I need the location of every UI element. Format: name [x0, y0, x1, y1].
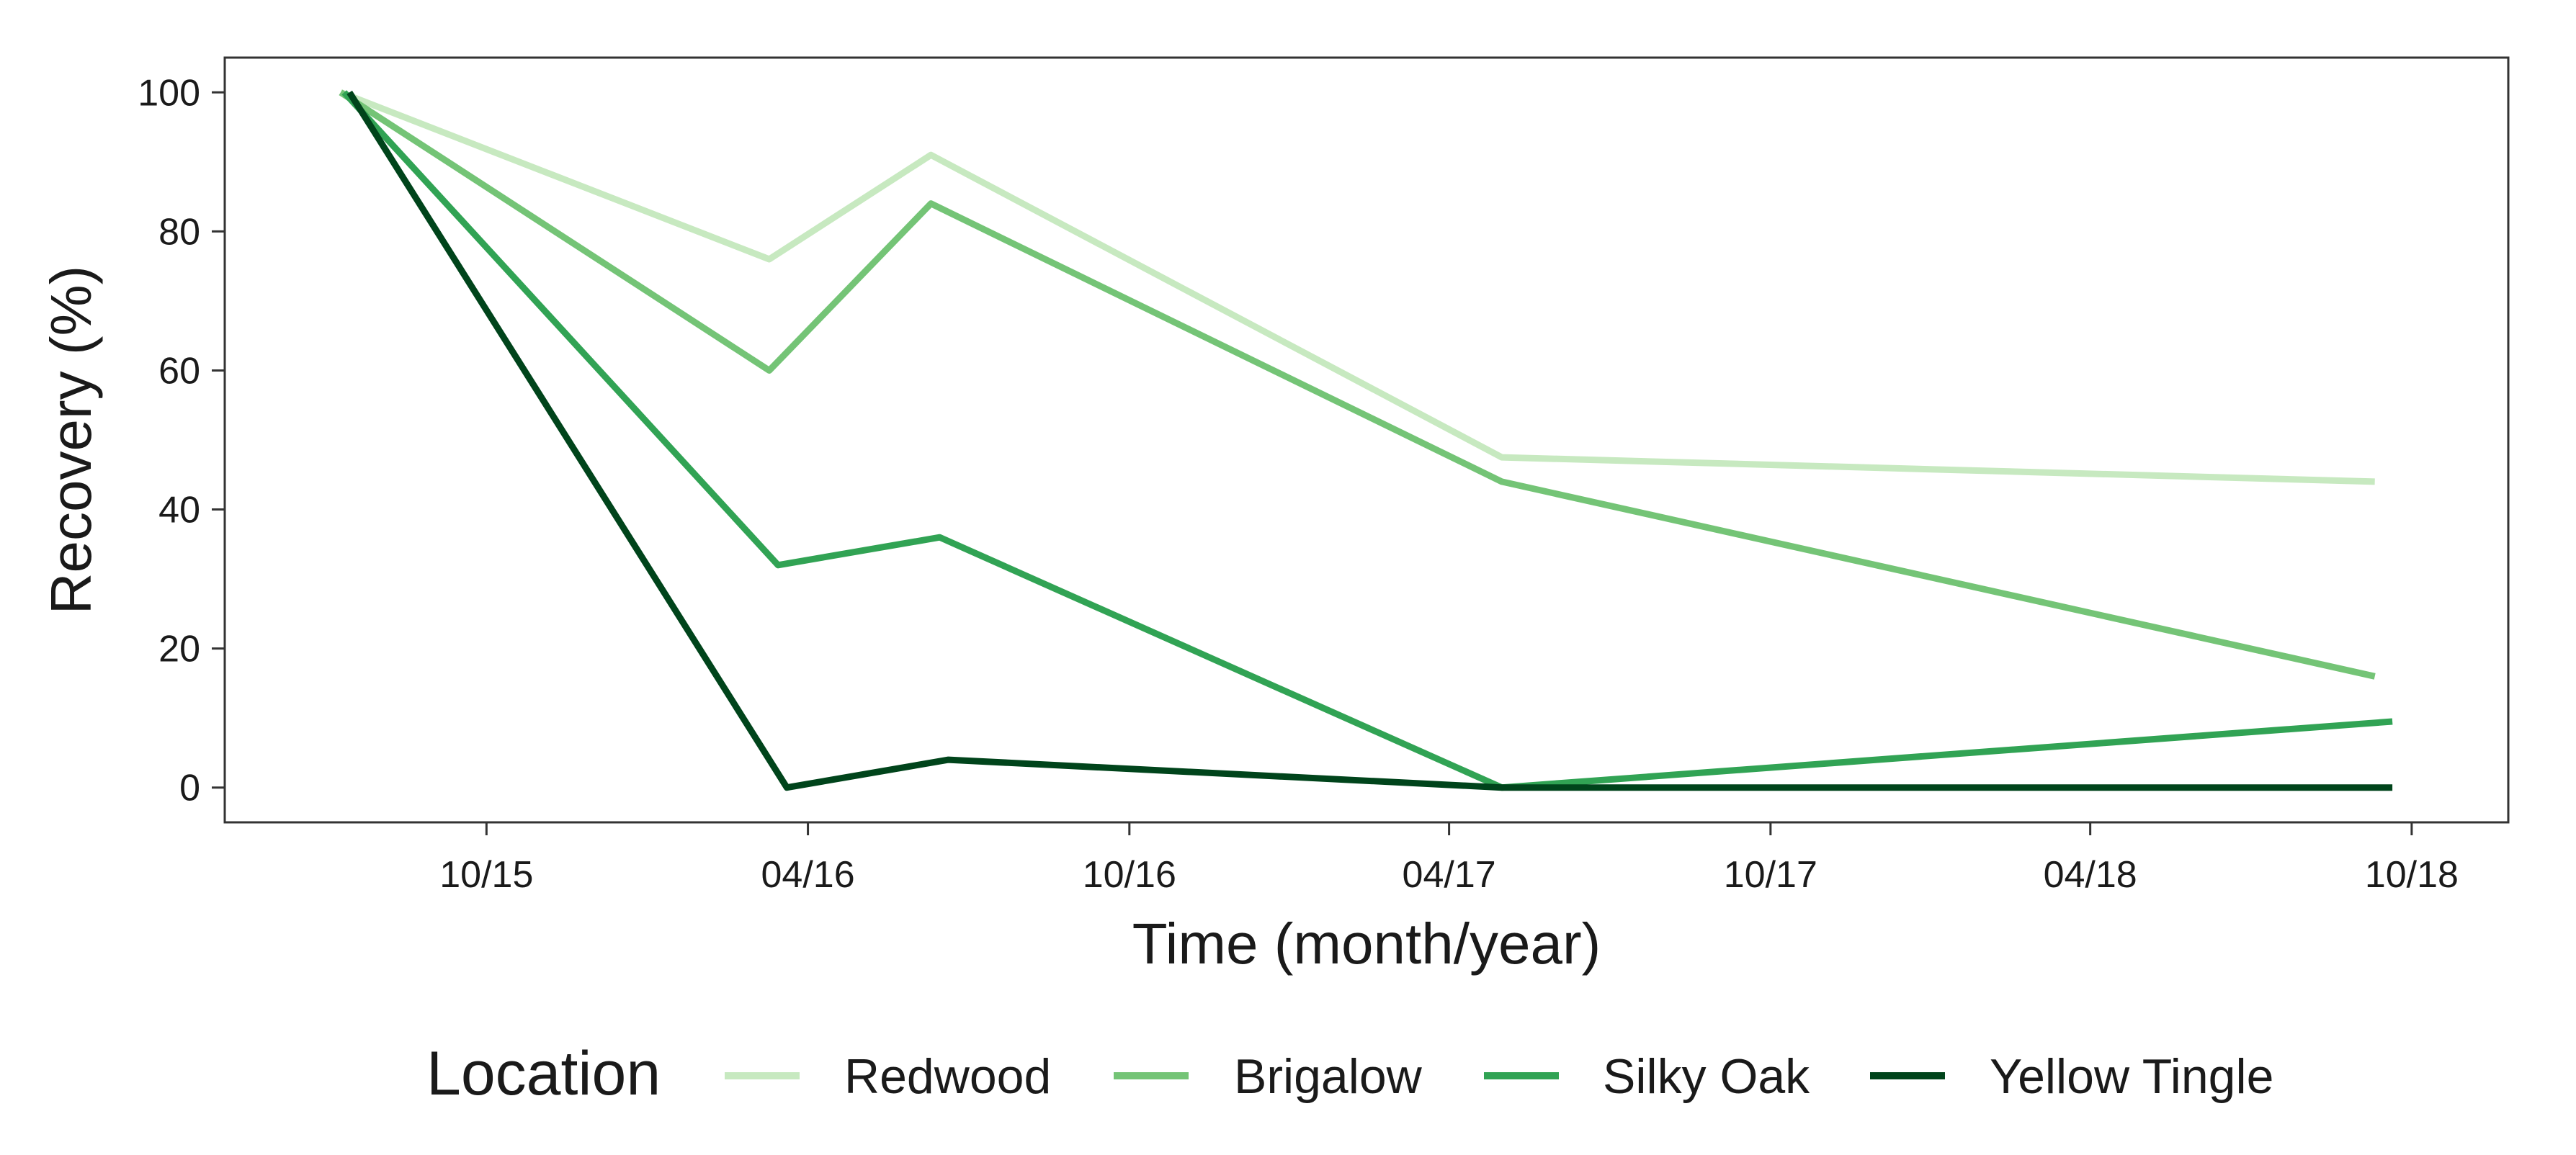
- series-line-brigalow: [339, 89, 2376, 680]
- y-tick-label: 100: [138, 72, 200, 114]
- plot-frame: [223, 56, 2510, 824]
- x-tick-label: 10/16: [1083, 854, 1176, 896]
- x-axis: 10/15 04/16 10/16 04/17 10/17 04/18 10/18: [439, 822, 2459, 896]
- y-tick-label: 80: [158, 211, 200, 253]
- x-tick-label: 10/18: [2365, 854, 2459, 896]
- legend-label-brigalow: Brigalow: [1234, 1049, 1423, 1104]
- series-layer: [339, 89, 2393, 791]
- y-tick-label: 20: [158, 629, 200, 670]
- series-line-redwood: [339, 89, 2375, 485]
- series-line-yellow-tingle: [346, 90, 2393, 791]
- series-line-silky-oak: [341, 90, 2393, 791]
- legend-label-silky-oak: Silky Oak: [1603, 1049, 1810, 1104]
- legend: Location Redwood Brigalow Silky Oak Yellow …: [426, 1039, 2273, 1108]
- legend-title: Location: [426, 1039, 661, 1108]
- x-tick-label: 10/15: [439, 854, 533, 896]
- legend-label-redwood: Redwood: [844, 1049, 1051, 1104]
- y-axis-title: Recovery (%): [39, 266, 103, 615]
- x-tick-label: 10/17: [1724, 854, 1817, 896]
- x-tick-label: 04/17: [1403, 854, 1496, 896]
- y-tick-label: 60: [158, 350, 200, 392]
- plot-area: [223, 56, 2510, 824]
- y-axis: 0 20 40 60 80 100: [138, 72, 225, 809]
- y-tick-label: 0: [179, 768, 200, 809]
- y-tick-label: 40: [158, 490, 200, 531]
- legend-items: Redwood Brigalow Silky Oak Yellow Tingle: [725, 1049, 2273, 1104]
- x-axis-title: Time (month/year): [1132, 912, 1601, 976]
- legend-label-yellow-tingle: Yellow Tingle: [1990, 1049, 2273, 1104]
- x-tick-label: 04/18: [2044, 854, 2137, 896]
- x-tick-label: 04/16: [761, 854, 854, 896]
